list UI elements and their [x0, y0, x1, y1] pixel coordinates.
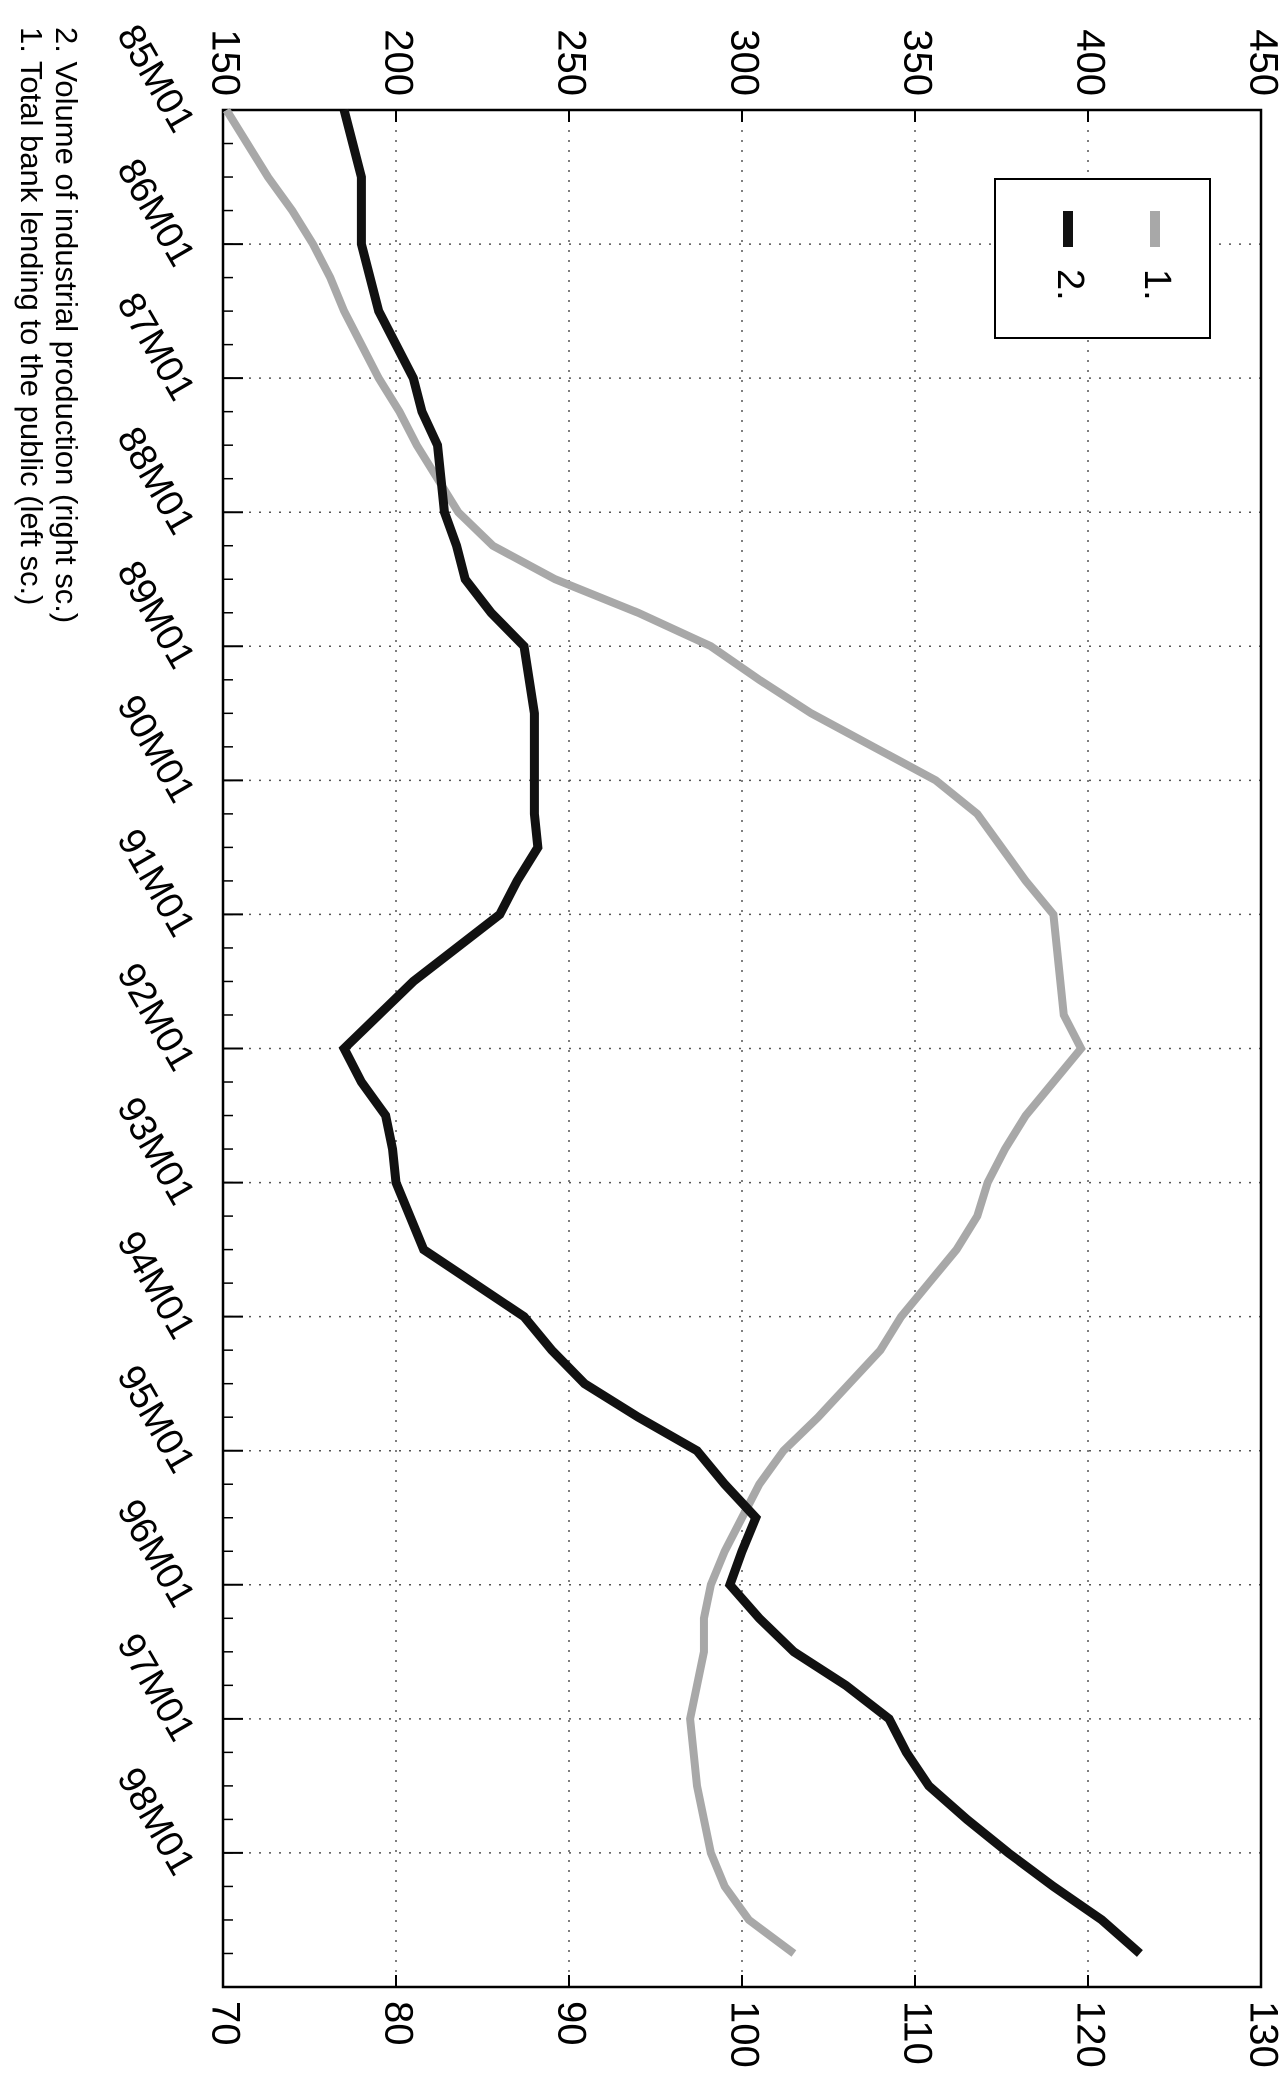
legend-label: 1.	[1136, 269, 1178, 301]
y-tick-label: 350	[895, 29, 939, 96]
x-tick-label: 90M01	[108, 688, 202, 810]
y-tick-label: 150	[203, 29, 247, 96]
y-tick-label: 400	[1068, 29, 1112, 96]
series-line	[338, 108, 1143, 1957]
y2-tick-label: 130	[1241, 2001, 1285, 2068]
legend-box	[994, 178, 1211, 339]
y2-tick-label: 120	[1068, 2001, 1112, 2068]
rotated-chart: 150 200 250 300 350 400 450 70 80 90 100 110 120 130 8…	[14, 18, 1286, 2068]
x-tick-label: 86M01	[108, 152, 202, 274]
x-tick-label: 95M01	[108, 1359, 202, 1481]
plot-frame	[221, 108, 1263, 1989]
y-tick-label: 200	[376, 29, 420, 96]
y2-tick-label: 80	[376, 2001, 420, 2046]
y2-tick-label: 70	[203, 2001, 247, 2046]
x-tick-label: 88M01	[108, 420, 202, 542]
x-tick-label: 93M01	[108, 1090, 202, 1212]
x-tick-label: 91M01	[108, 822, 202, 944]
y-tick-label: 450	[1241, 29, 1285, 96]
x-tick-label: 85M01	[108, 18, 202, 140]
y-tick-label: 300	[722, 29, 766, 96]
x-tick-label: 97M01	[108, 1627, 202, 1749]
footnote: 1. Total bank lending to the public (lef…	[14, 27, 49, 605]
x-tick-label: 87M01	[108, 286, 202, 408]
x-tick-label: 96M01	[108, 1493, 202, 1615]
y2-tick-label: 110	[895, 2001, 939, 2065]
y-tick-label: 250	[549, 29, 593, 96]
x-tick-label: 92M01	[108, 956, 202, 1078]
y2-tick-label: 100	[722, 2001, 766, 2068]
x-tick-label: 94M01	[108, 1225, 202, 1347]
footnote: 2. Volume of industrial production (righ…	[49, 27, 84, 623]
x-tick-label: 98M01	[108, 1761, 202, 1883]
x-tick-label: 89M01	[108, 554, 202, 676]
series-line	[223, 107, 1086, 1957]
y2-tick-label: 90	[549, 2001, 593, 2046]
legend-label: 2.	[1049, 269, 1091, 301]
